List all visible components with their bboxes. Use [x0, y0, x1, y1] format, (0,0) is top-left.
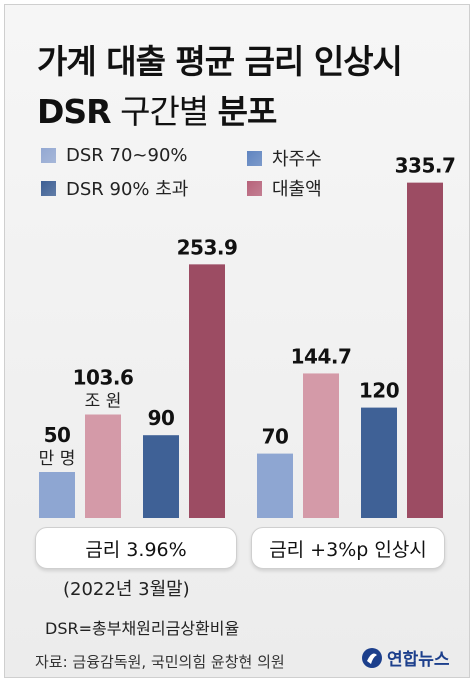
- title-line-2: DSR 구간별 분포: [37, 85, 278, 133]
- dsr-definition: DSR=총부채원리금상환비율: [45, 619, 240, 638]
- legend-swatch: [247, 180, 262, 196]
- title-by-range: 구간별: [120, 92, 209, 131]
- bar-current-3: [189, 264, 225, 518]
- bar-value-label: 335.7: [395, 154, 456, 178]
- title-line-1: 가계 대출 평균 금리 인상시: [37, 42, 403, 81]
- legend-dsr-70-90: DSR 70~90%: [41, 145, 188, 166]
- title-dsr: DSR: [37, 92, 112, 131]
- yonhap-logo: 연합뉴스: [361, 645, 450, 670]
- yonhap-logo-text: 연합뉴스: [387, 650, 450, 670]
- bar-value-label: 253.9: [177, 235, 238, 259]
- legend-loans: 대출액: [247, 175, 322, 201]
- bar-value-label: 120: [359, 379, 399, 403]
- unit-label-loans: 조 원: [85, 392, 122, 412]
- legend-label: 차주수: [272, 149, 322, 170]
- unit-label-borrowers: 만 명: [39, 449, 76, 469]
- legend-borrowers: 차주수: [247, 145, 322, 171]
- legend-swatch: [41, 180, 56, 196]
- bar-value-label: 103.6: [73, 366, 134, 390]
- bar-raised-0: [257, 453, 293, 518]
- bar-value-label: 90: [148, 406, 175, 430]
- group-label-raised: 금리 +3%p 인상시: [251, 527, 445, 569]
- bar-raised-1: [303, 373, 339, 518]
- yonhap-logo-icon: [362, 647, 382, 668]
- legend-swatch: [247, 150, 262, 166]
- legend-label: DSR 90% 초과: [66, 179, 189, 200]
- title-distribution: 분포: [217, 92, 278, 131]
- infographic-frame: 가계 대출 평균 금리 인상시 DSR 구간별 분포 DSR 70~90% 차주…: [4, 4, 470, 678]
- bar-value-label: 70: [262, 425, 289, 449]
- bar-value-label: 50: [44, 423, 71, 447]
- bar-raised-2: [361, 407, 397, 518]
- source-note: 자료: 금융감독원, 국민의힘 윤창현 의원: [35, 653, 285, 671]
- bar-chart: 50만 명 103.6조 원 90 253.9 70 144.7 120 335.7: [39, 154, 456, 519]
- bar-current-2: [143, 435, 179, 518]
- legend-label: 대출액: [272, 179, 322, 200]
- bar-value-label: 144.7: [291, 344, 352, 368]
- legend-dsr-over-90: DSR 90% 초과: [41, 175, 188, 201]
- bar-current-1: [85, 414, 121, 518]
- bar-current-0: [39, 472, 75, 518]
- group-label-current: 금리 3.96%: [35, 527, 237, 569]
- bar-raised-3: [407, 182, 443, 519]
- legend-swatch: [41, 148, 56, 163]
- legend-label: DSR 70~90%: [66, 145, 188, 166]
- date-note: (2022년 3월말): [63, 579, 190, 600]
